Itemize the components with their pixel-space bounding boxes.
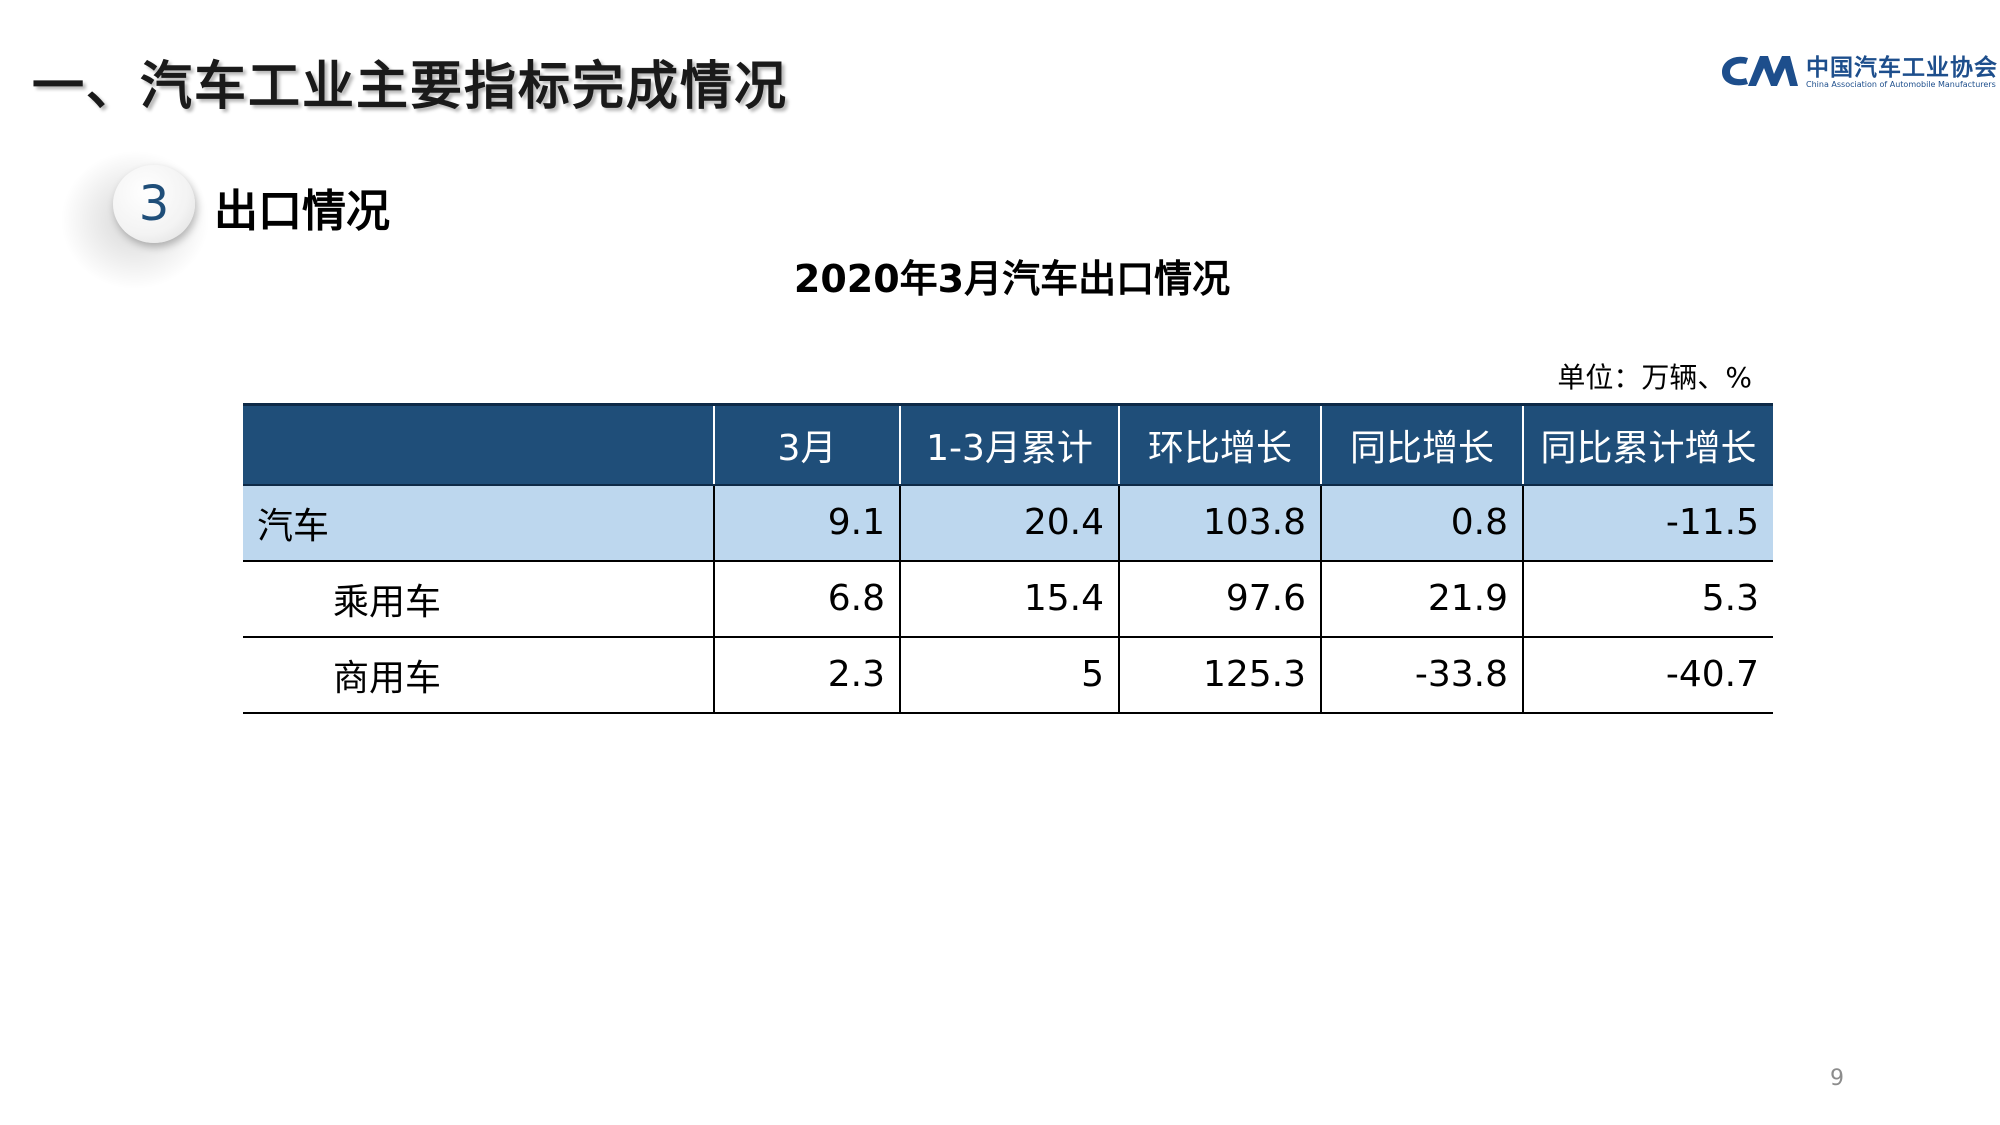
table-cell: 21.9 bbox=[1320, 560, 1523, 638]
table-cell: 20.4 bbox=[899, 484, 1119, 562]
row-label: 商用车 bbox=[243, 636, 714, 714]
table-cell: 5 bbox=[899, 636, 1119, 714]
page-number: 9 bbox=[1830, 1066, 1844, 1091]
column-header: 环比增长 bbox=[1118, 403, 1321, 486]
table-title: 2020年3月汽车出口情况 bbox=[793, 257, 1231, 301]
table-cell: -40.7 bbox=[1522, 636, 1773, 714]
table-cell: -11.5 bbox=[1522, 484, 1773, 562]
table-cell: 6.8 bbox=[713, 560, 900, 638]
table-cell: 97.6 bbox=[1118, 560, 1321, 638]
table-cell: 9.1 bbox=[713, 484, 900, 562]
table-row: 商用车 2.3 5 125.3 -33.8 -40.7 bbox=[243, 636, 1773, 714]
table-row: 乘用车 6.8 15.4 97.6 21.9 5.3 bbox=[243, 560, 1773, 638]
table-cell: -33.8 bbox=[1320, 636, 1523, 714]
column-header: 1-3月累计 bbox=[899, 403, 1119, 486]
column-header: 同比增长 bbox=[1320, 403, 1523, 486]
column-header bbox=[243, 403, 714, 486]
section-title: 出口情况 bbox=[214, 186, 390, 237]
caam-logo: 中国汽车工业协会 China Association of Automobile… bbox=[1718, 48, 1998, 94]
column-header: 3月 bbox=[713, 403, 900, 486]
table-cell: 103.8 bbox=[1118, 484, 1321, 562]
logo-chinese-name: 中国汽车工业协会 bbox=[1806, 55, 1998, 81]
section-number-badge: 3 bbox=[113, 165, 195, 243]
table-header-row: 3月 1-3月累计 环比增长 同比增长 同比累计增长 bbox=[243, 403, 1773, 486]
column-header: 同比累计增长 bbox=[1522, 403, 1773, 486]
unit-label: 单位：万辆、% bbox=[1557, 361, 1752, 394]
table-cell: 15.4 bbox=[899, 560, 1119, 638]
table-cell: 2.3 bbox=[713, 636, 900, 714]
table-cell: 5.3 bbox=[1522, 560, 1773, 638]
export-table: 3月 1-3月累计 环比增长 同比增长 同比累计增长 汽车 9.1 20.4 1… bbox=[243, 403, 1773, 714]
page-title: 一、汽车工业主要指标完成情况 bbox=[32, 57, 789, 117]
table-cell: 0.8 bbox=[1320, 484, 1523, 562]
caam-logo-icon bbox=[1722, 56, 1798, 86]
row-label: 汽车 bbox=[243, 484, 714, 562]
logo-english-name: China Association of Automobile Manufact… bbox=[1806, 80, 1996, 89]
table-row: 汽车 9.1 20.4 103.8 0.8 -11.5 bbox=[243, 484, 1773, 562]
table-cell: 125.3 bbox=[1118, 636, 1321, 714]
row-label: 乘用车 bbox=[243, 560, 714, 638]
